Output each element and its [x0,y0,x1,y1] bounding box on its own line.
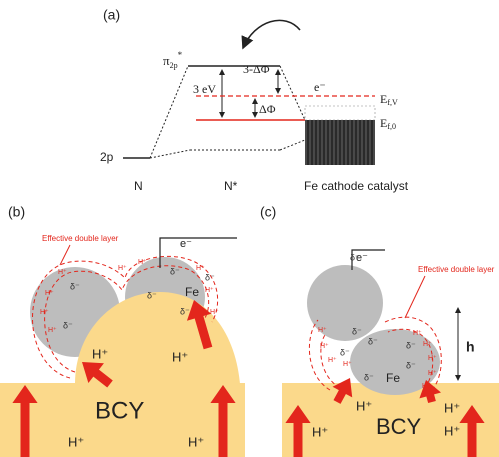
charge-label: δ⁻ [70,281,80,291]
charge-label: δ⁻ [406,340,416,350]
surface-proton: H⁺ [422,383,431,390]
panel-c: (c) Effective double layer e⁻ h Fe BCY H… [260,204,499,457]
surface-proton: H⁺ [118,265,127,272]
bcy-label: BCY [95,397,144,424]
orbital-link [280,66,305,120]
surface-proton: H⁺ [210,309,219,316]
n-label: N [134,179,143,193]
nstar-label: N* [224,179,238,193]
charge-label: δ⁻ [340,347,350,357]
fermi-0-label: Ef,0 [380,116,396,131]
surface-proton: H⁺ [45,290,54,297]
surface-proton: H⁺ [40,309,49,316]
orbital-link [150,66,188,158]
surface-proton: H⁺ [423,341,432,348]
proton-label: H⁺ [92,346,108,361]
delta-phi-label: ΔΦ [259,102,276,116]
charge-label: δ⁻ [205,272,215,282]
surface-proton: H⁺ [205,287,214,294]
proton-label: H⁺ [172,349,188,364]
charge-label: δ⁻ [368,336,378,346]
fe-label: Fe cathode catalyst [304,179,409,193]
surface-proton: H⁺ [428,355,437,362]
surface-proton: H⁺ [318,327,327,334]
proton-label: H⁺ [444,400,460,415]
gap-label: 3 eV [193,82,216,96]
charge-label: δ⁻ [352,326,362,336]
transfer-arrow [243,20,300,48]
panel-a: (a) π2p* 2p 3 eV 3-ΔΦ ΔΦ e⁻ Ef,V Ef,0 N … [100,7,409,193]
proton-label: H⁺ [68,434,84,449]
fe-label: Fe [386,371,400,385]
fe-label: Fe [185,285,199,299]
surface-proton: H⁺ [428,370,437,377]
surface-proton: H⁺ [138,259,147,266]
proton-label: H⁺ [312,424,328,439]
fermi-v-label: Ef,V [380,92,398,107]
panel-label: (a) [103,7,120,23]
orbital-link [150,150,190,158]
bcy-label: BCY [376,414,422,439]
level-2p-label: 2p [100,150,114,164]
proton-label: H⁺ [356,398,372,413]
surface-proton: H⁺ [58,269,67,276]
catalyst-band [305,106,375,120]
proton-label: H⁺ [444,423,460,438]
panel-label: (b) [8,204,25,220]
charge-label: δ⁻ [147,290,157,300]
gap-shift-label: 3-ΔΦ [243,62,270,76]
double-layer-label: Effective double layer [418,265,495,274]
orbital-link [280,140,305,150]
surface-proton: H⁺ [328,357,337,364]
proton-label: H⁺ [188,434,204,449]
height-label: h [466,339,475,355]
surface-proton: H⁺ [320,343,329,350]
leader [405,276,425,318]
charge-label: δ⁻ [406,360,416,370]
charge-label: δ⁻ [63,320,73,330]
charge-label: δ⁻ [180,306,190,316]
charge-label: δ⁻ [364,372,374,382]
charge-label: δ⁻ [170,266,180,276]
panel-label: (c) [260,204,276,220]
pi-level-label: π2p* [163,50,183,70]
surface-proton: H⁺ [413,330,422,337]
surface-proton: H⁺ [343,361,352,368]
figure: (a) π2p* 2p 3 eV 3-ΔΦ ΔΦ e⁻ Ef,V Ef,0 N … [0,0,499,457]
panel-b: (b) Effective double layer e⁻ Fe BCY H⁺ H… [0,204,245,457]
catalyst-block [305,120,375,165]
electron-label: e⁻ [314,80,326,94]
double-layer-label: Effective double layer [42,234,119,243]
surface-proton: H⁺ [48,327,57,334]
electron-label: e⁻ [180,238,192,250]
surface-proton: H⁺ [196,265,205,272]
charge-label: δ⁻ [350,252,360,262]
